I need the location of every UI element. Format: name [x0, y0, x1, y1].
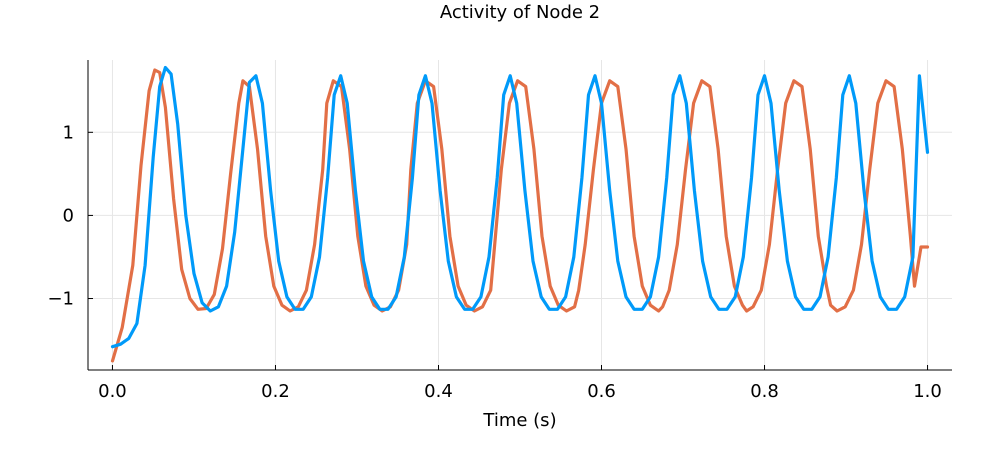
y-tick-label: 0: [63, 205, 74, 226]
grid-lines: [88, 60, 952, 370]
x-axis-label: Time (s): [482, 410, 556, 431]
series-line-2: [110, 65, 930, 349]
y-tick-label: −1: [47, 289, 74, 310]
x-tick-label: 0.8: [750, 381, 779, 402]
series-lines: [110, 65, 930, 363]
x-tick-labels: 0.0 0.2 0.4 0.6 0.8 1.0: [98, 365, 942, 402]
y-tick-labels: −1 0 1: [47, 122, 93, 310]
x-tick-label: 0.0: [98, 381, 127, 402]
x-tick-label: 0.4: [424, 381, 453, 402]
chart-title: Activity of Node 2: [440, 2, 600, 23]
x-tick-label: 0.6: [587, 381, 616, 402]
x-tick-label: 1.0: [913, 381, 942, 402]
y-tick-label: 1: [63, 122, 74, 143]
x-tick-label: 0.2: [261, 381, 290, 402]
